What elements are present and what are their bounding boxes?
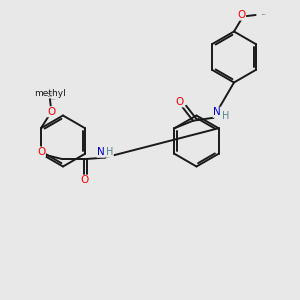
Text: N: N (97, 147, 105, 157)
Text: H: H (106, 147, 113, 157)
Text: methoxy: methoxy (50, 99, 56, 100)
Text: O: O (47, 107, 56, 117)
Text: methyl: methyl (34, 89, 66, 98)
Text: O: O (37, 147, 45, 157)
Text: N: N (213, 107, 221, 117)
Text: O: O (237, 10, 246, 20)
Text: O: O (176, 97, 184, 107)
Text: methyl: methyl (262, 14, 267, 15)
Text: methyl: methyl (47, 92, 52, 94)
Text: O: O (80, 175, 88, 185)
Text: methyl: methyl (47, 96, 52, 98)
Text: H: H (222, 111, 229, 121)
